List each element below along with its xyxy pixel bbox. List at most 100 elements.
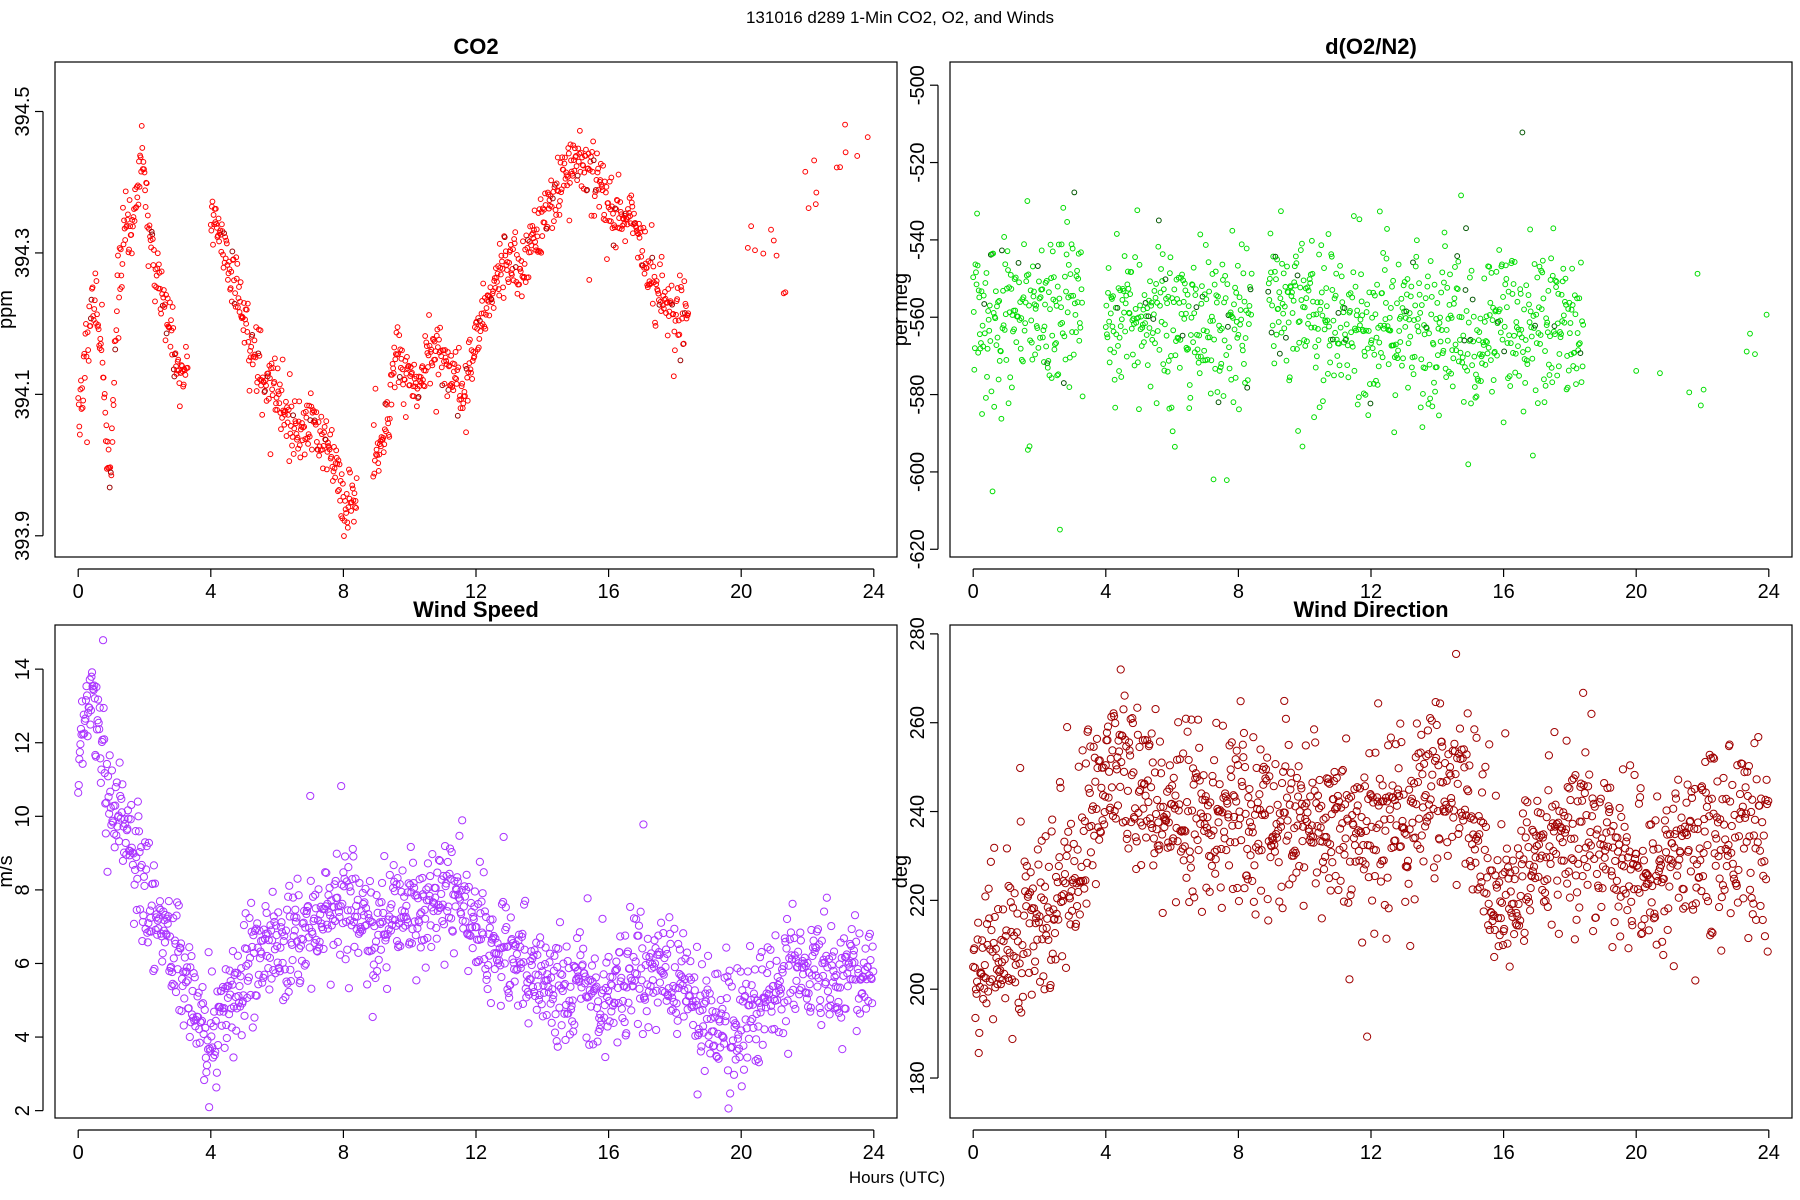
x-tick-label: 20 [730, 1142, 752, 1164]
data-point [264, 963, 273, 973]
data-point [1203, 813, 1212, 822]
data-point [671, 328, 678, 335]
data-point [1429, 804, 1438, 813]
data-point [101, 391, 108, 397]
data-point [789, 1000, 798, 1009]
data-point [1238, 781, 1247, 791]
data-point [1173, 837, 1182, 846]
data-point [77, 386, 84, 393]
data-point [208, 1043, 217, 1052]
data-point [1190, 339, 1196, 346]
data-point [1186, 863, 1195, 872]
data-point [1558, 838, 1567, 847]
data-point [1492, 883, 1502, 892]
data-point [1497, 898, 1507, 907]
data-point [672, 317, 679, 324]
data-point [1674, 775, 1683, 784]
data-point [331, 876, 340, 886]
data-point [199, 1029, 208, 1039]
data-point [501, 234, 508, 241]
data-point [1134, 359, 1141, 366]
data-point [1196, 370, 1203, 377]
data-point [411, 361, 418, 368]
data-point [120, 815, 129, 824]
data-point [378, 917, 387, 926]
data-point [317, 919, 326, 928]
data-point [1586, 841, 1595, 850]
data-point [562, 942, 571, 951]
data-point [305, 440, 311, 447]
data-point [140, 838, 150, 847]
data-point [612, 957, 621, 966]
data-point [463, 429, 469, 436]
data-point [1017, 969, 1026, 978]
data-point [652, 1025, 661, 1035]
data-point [1078, 249, 1084, 256]
data-point [1632, 849, 1641, 859]
data-point [1608, 943, 1617, 952]
data-point [95, 326, 102, 333]
data-point [670, 310, 677, 317]
data-point [648, 976, 657, 985]
data-point [140, 881, 149, 890]
data-point [187, 951, 196, 961]
data-point [811, 157, 818, 164]
data-point [1117, 287, 1124, 294]
data-point [1295, 861, 1304, 871]
data-point [200, 1075, 209, 1085]
data-point [654, 931, 663, 940]
data-point [1206, 288, 1213, 295]
data-point [1540, 888, 1550, 897]
data-point [351, 518, 357, 525]
data-point [79, 730, 88, 739]
data-point [1022, 299, 1029, 306]
data-point [1571, 871, 1581, 880]
data-point [121, 217, 127, 224]
data-point [205, 1103, 214, 1112]
data-point [1237, 307, 1244, 313]
data-point [1292, 282, 1299, 289]
data-point [91, 297, 98, 304]
data-point [76, 423, 83, 430]
data-point [533, 226, 540, 233]
data-point [203, 1045, 213, 1054]
data-point [584, 187, 590, 193]
data-point [1284, 263, 1290, 270]
data-point [1549, 379, 1556, 386]
data-point [461, 917, 470, 926]
data-point [1427, 258, 1434, 264]
data-point [984, 345, 991, 352]
data-point [1323, 778, 1333, 787]
data-point [1062, 273, 1068, 280]
data-point [1223, 352, 1230, 358]
data-point [1117, 758, 1126, 767]
data-point [1107, 783, 1116, 792]
data-point [1187, 332, 1194, 338]
data-point [575, 928, 584, 937]
data-point [1224, 281, 1231, 288]
data-point [1538, 833, 1547, 842]
data-point [1208, 771, 1217, 781]
data-point [472, 923, 481, 932]
data-point [1571, 771, 1580, 780]
data-point [1066, 920, 1075, 929]
data-point [1246, 321, 1252, 327]
data-point [1463, 709, 1472, 718]
data-point [861, 944, 870, 953]
data-point [1308, 237, 1315, 244]
y-tick-label: 8 [12, 884, 34, 895]
data-point [1182, 798, 1192, 807]
data-point [1477, 315, 1484, 322]
data-point [479, 930, 488, 939]
data-point [113, 822, 122, 831]
data-point [996, 298, 1003, 304]
data-point [1148, 758, 1157, 767]
data-point [1506, 887, 1515, 896]
data-point [1405, 340, 1412, 347]
data-point [451, 361, 458, 367]
data-point [1352, 807, 1361, 816]
data-point [1170, 327, 1177, 334]
data-point [1075, 275, 1082, 282]
data-point [517, 265, 524, 272]
y-tick-label: 394.1 [12, 369, 34, 419]
